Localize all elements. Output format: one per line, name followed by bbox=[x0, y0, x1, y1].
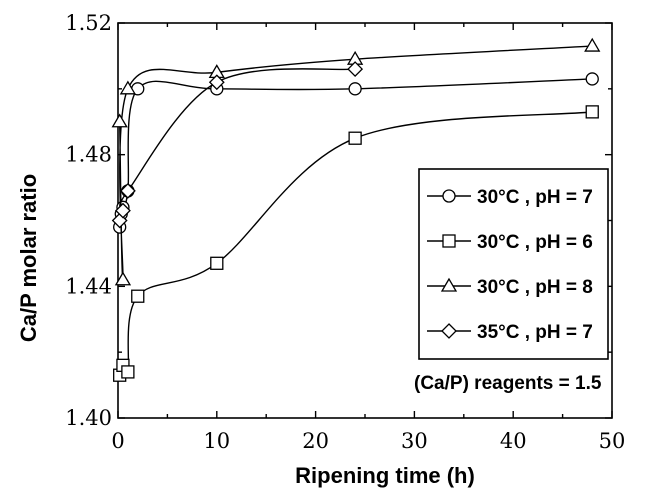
data-point-triangle bbox=[111, 113, 128, 128]
legend-marker-circle bbox=[442, 189, 456, 203]
data-point-square bbox=[210, 256, 224, 270]
data-point-square bbox=[585, 105, 599, 119]
series-diamond bbox=[111, 61, 364, 229]
x-axis-ticks: 0 10 20 30 40 50 bbox=[111, 23, 625, 453]
y-axis-title: Ca/P molar ratio bbox=[16, 174, 41, 342]
data-point-diamond bbox=[208, 74, 225, 91]
series-line-diamond bbox=[119, 68, 356, 221]
legend-marker-diamond bbox=[441, 323, 457, 339]
series-layer bbox=[111, 37, 601, 382]
x-tick-label: 50 bbox=[599, 429, 626, 453]
y-axis-ticks: 1.40 1.44 1.48 1.52 bbox=[65, 11, 612, 430]
series-square bbox=[113, 105, 599, 382]
data-point-square bbox=[131, 289, 145, 303]
x-axis-title: Ripening time (h) bbox=[295, 463, 475, 488]
legend-label: 30°C , pH = 7 bbox=[477, 187, 593, 208]
legend-marker-triangle bbox=[440, 277, 458, 292]
legend-label: 35°C , pH = 7 bbox=[477, 322, 593, 343]
x-tick-label: 20 bbox=[302, 429, 329, 453]
data-point-square bbox=[348, 131, 362, 145]
data-point-triangle bbox=[114, 271, 132, 286]
data-point-diamond bbox=[119, 182, 136, 199]
data-point-circle bbox=[348, 82, 362, 96]
y-tick-label: 1.52 bbox=[65, 11, 112, 35]
reagents-annotation: (Ca/P) reagents = 1.5 bbox=[414, 373, 602, 394]
data-point-square bbox=[121, 365, 135, 379]
x-tick-label: 10 bbox=[203, 429, 230, 453]
data-point-circle bbox=[585, 72, 599, 86]
legend-label: 30°C , pH = 6 bbox=[477, 232, 593, 253]
x-tick-label: 30 bbox=[401, 429, 428, 453]
y-tick-label: 1.48 bbox=[65, 143, 112, 167]
x-tick-label: 40 bbox=[500, 429, 527, 453]
y-tick-label: 1.44 bbox=[65, 274, 112, 298]
y-tick-label: 1.40 bbox=[65, 406, 112, 430]
data-point-diamond bbox=[347, 61, 364, 78]
legend-label: 30°C , pH = 8 bbox=[477, 277, 593, 298]
x-tick-label: 0 bbox=[111, 429, 124, 453]
data-point-diamond bbox=[115, 202, 131, 219]
legend: 30°C , pH = 7 30°C , pH = 6 30°C , pH = 8 3… bbox=[418, 168, 609, 360]
data-point-triangle bbox=[119, 80, 137, 95]
data-point-triangle bbox=[584, 37, 601, 52]
legend-marker-square bbox=[442, 234, 456, 248]
